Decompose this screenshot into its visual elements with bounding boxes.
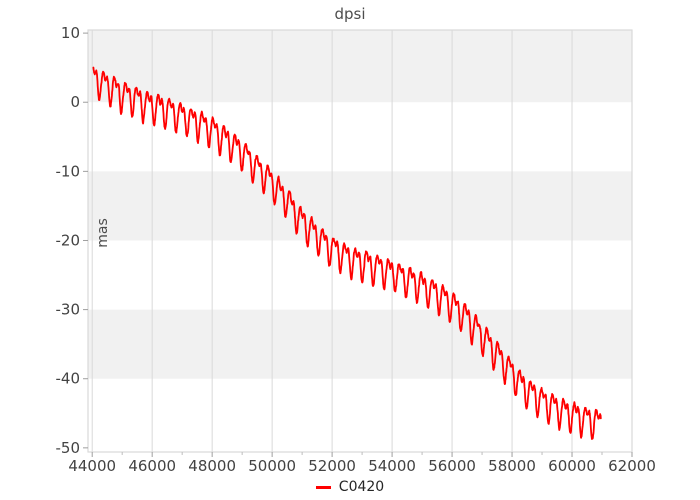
y-tick-label: -50 (56, 439, 81, 457)
x-tick-label: 44000 (68, 457, 116, 475)
x-tick-label: 46000 (128, 457, 176, 475)
x-tick-label: 60000 (548, 457, 596, 475)
panel-border (87, 29, 633, 453)
y-tick-label: 0 (70, 93, 80, 111)
y-axis-label: mas (95, 218, 111, 248)
x-tick-label: 48000 (188, 457, 236, 475)
y-tick-label: -30 (56, 301, 81, 319)
x-tick-label: 50000 (248, 457, 296, 475)
y-tick-label: -20 (56, 231, 81, 249)
alt-band (88, 171, 632, 241)
legend-series-label: C0420 (338, 479, 385, 495)
alt-band (88, 309, 632, 379)
y-tick-label: -40 (56, 370, 81, 388)
y-tick-label: -10 (56, 162, 81, 180)
chart-title: dpsi (334, 5, 366, 23)
legend: C0420 (0, 479, 700, 495)
x-tick-label: 58000 (488, 457, 536, 475)
x-tick-label: 56000 (428, 457, 476, 475)
series-line-c0420 (92, 66, 602, 440)
legend-line-swatch (315, 485, 331, 489)
x-tick-label: 52000 (308, 457, 356, 475)
alt-band (88, 30, 632, 103)
x-tick-label: 54000 (368, 457, 416, 475)
y-tick-label: 10 (61, 24, 80, 42)
x-tick-label: 62000 (608, 457, 656, 475)
